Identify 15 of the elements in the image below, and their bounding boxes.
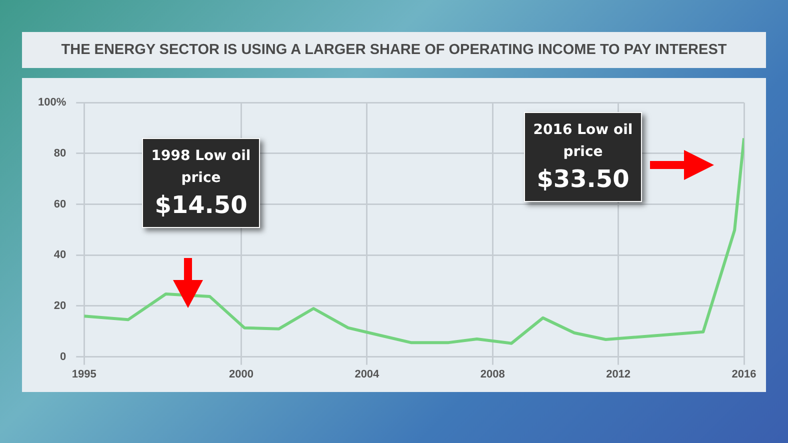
y-tick-label: 20: [54, 300, 66, 312]
x-tick-label: 2008: [480, 368, 505, 380]
y-tick-label: 0: [60, 350, 66, 363]
y-tick-label: 40: [54, 249, 66, 262]
y-tick-label: 100%: [38, 96, 66, 109]
chart-title: THE ENERGY SECTOR IS USING A LARGER SHARE OF OPERATING INCOME TO PAY INTEREST: [61, 42, 727, 58]
x-tick-label: 1995: [72, 368, 96, 380]
annotation: 1998 Low oil price $14.50: [151, 147, 251, 221]
x-tick-label: 2004: [354, 368, 380, 380]
x-tick-label: 2012: [606, 368, 631, 380]
x-tick-label: 2000: [229, 368, 254, 380]
x-tick-label: 2016: [732, 368, 756, 380]
y-tick-label: 60: [54, 198, 66, 210]
annotation: 2016 Low oil price $33.50: [533, 121, 633, 195]
y-tick-label: 80: [54, 147, 66, 160]
